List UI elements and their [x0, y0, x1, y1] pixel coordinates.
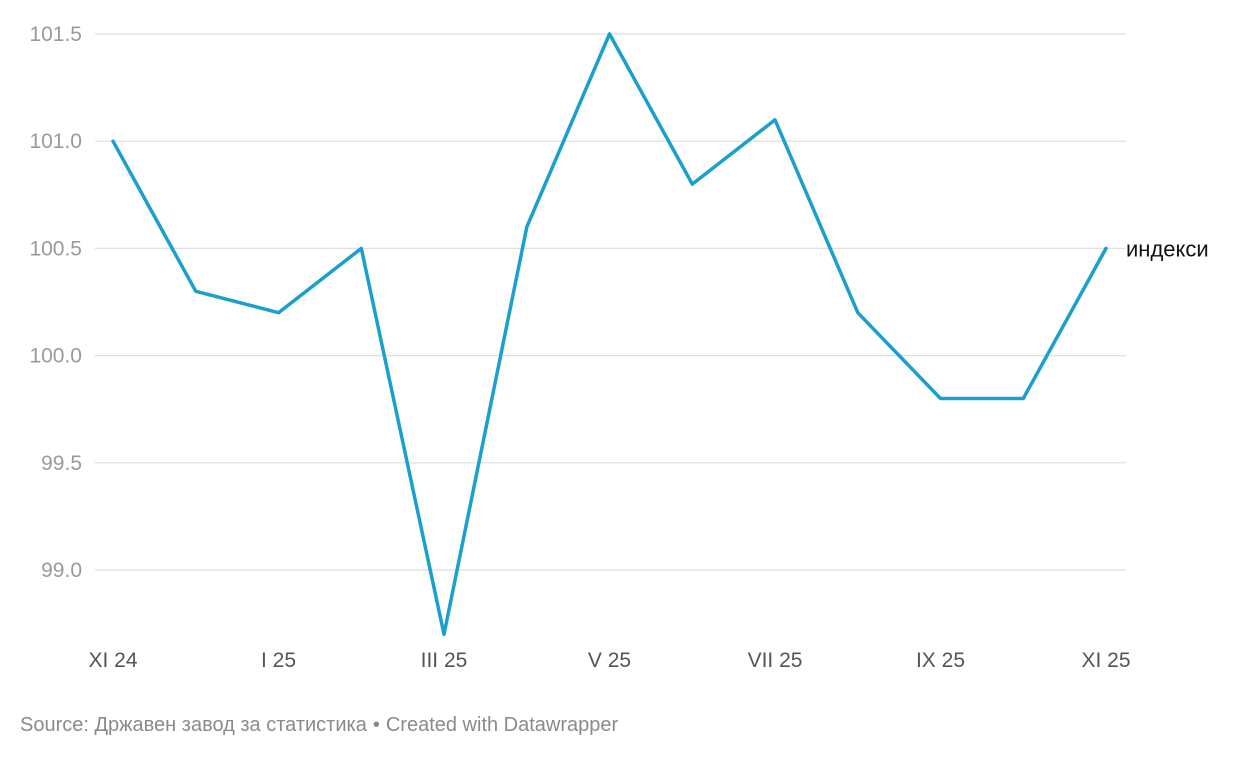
footer-separator: •	[372, 714, 380, 736]
x-axis-tick-labels: XI 24 I 25 III 25 V 25 VII 25 IX 25 XI 25	[88, 649, 1130, 672]
y-tick-label: 101.0	[29, 130, 82, 153]
y-tick-label: 100.0	[29, 345, 82, 368]
series-label: индекси	[1126, 236, 1209, 261]
x-tick-label: IX 25	[916, 649, 965, 672]
x-tick-label: III 25	[421, 649, 468, 672]
x-tick-label: I 25	[261, 649, 296, 672]
series-layer: индекси	[111, 32, 1209, 637]
x-tick-label: XI 24	[88, 649, 137, 672]
x-tick-label: V 25	[588, 649, 631, 672]
y-tick-label: 99.5	[41, 452, 82, 475]
series-line	[111, 32, 1108, 637]
source-note: Source: Државен завод за статистика	[20, 714, 367, 736]
y-tick-label: 100.5	[29, 237, 82, 260]
y-axis-tick-labels: 99.0 99.5 100.0 100.5 101.0 101.5	[29, 23, 82, 582]
y-tick-label: 99.0	[41, 559, 82, 582]
y-tick-label: 101.5	[29, 23, 82, 46]
line-chart: 99.0 99.5 100.0 100.5 101.0 101.5 XI 24 I 25 II…	[29, 23, 1209, 672]
chart-footer: Source: Државен завод за статистика • Crea…	[20, 714, 618, 737]
x-tick-label: VII 25	[748, 649, 803, 672]
datawrapper-credit[interactable]: Created with Datawrapper	[385, 714, 619, 736]
x-tick-label: XI 25	[1081, 649, 1130, 672]
gridlines	[95, 33, 1126, 571]
